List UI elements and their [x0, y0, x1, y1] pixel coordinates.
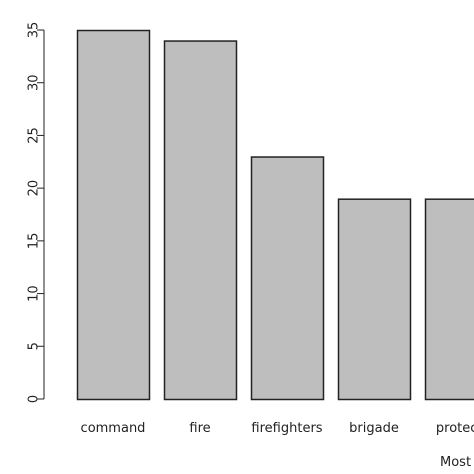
category-label: command: [81, 421, 146, 436]
bar-firefighters: [250, 156, 325, 401]
y-tick-label: 35: [27, 22, 42, 39]
x-axis-labels: command fire firefighters brigade protecti: [81, 421, 474, 436]
y-tick-label: 25: [27, 127, 42, 144]
y-tick-label: 0: [27, 395, 42, 403]
bar-command: [76, 29, 151, 401]
bar-fire: [163, 40, 238, 401]
y-tick-label: 20: [27, 180, 42, 197]
category-label: fire: [189, 421, 210, 436]
y-tick-label: 10: [27, 285, 42, 302]
y-axis: 0 5 10 15 20 25 30 35: [27, 22, 45, 403]
bar-protecti: [424, 198, 474, 401]
bars: [76, 29, 474, 401]
y-tick-label: 5: [27, 342, 42, 350]
category-label: brigade: [349, 421, 399, 436]
bar-brigade: [337, 198, 412, 401]
category-label: firefighters: [251, 421, 322, 436]
y-tick-label: 15: [27, 233, 42, 250]
category-label: protecti: [436, 421, 474, 436]
y-tick-label: 30: [27, 74, 42, 91]
x-axis-title: Most: [440, 455, 471, 470]
